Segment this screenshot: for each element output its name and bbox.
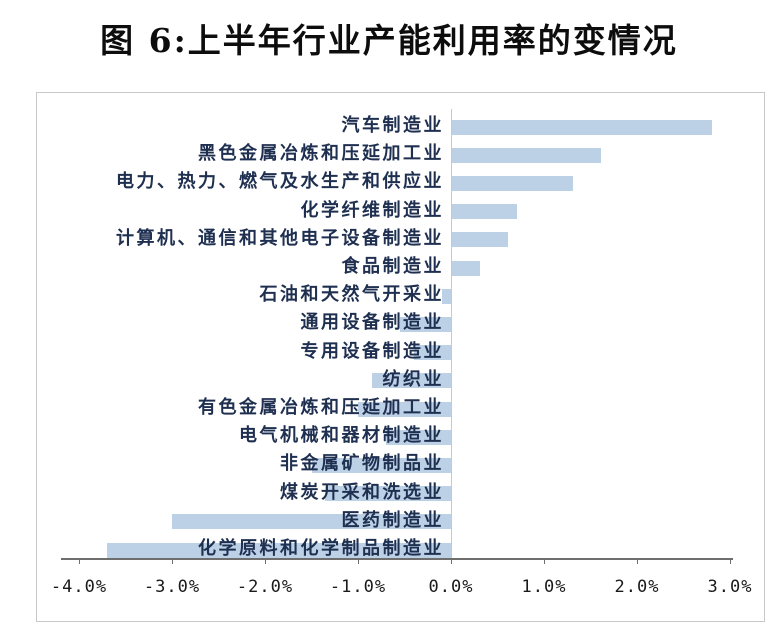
- x-axis-line: [61, 558, 733, 560]
- zero-axis-line: [451, 109, 452, 558]
- chart-panel: 汽车制造业黑色金属冶炼和压延加工业电力、热力、燃气及水生产和供应业化学纤维制造业…: [36, 92, 765, 622]
- bar: [452, 119, 713, 135]
- x-axis-tick-label: -4.0%: [50, 577, 108, 597]
- bar: [452, 260, 480, 276]
- category-label: 电气机械和器材制造业: [239, 425, 444, 447]
- bar: [358, 401, 451, 417]
- bar: [311, 457, 451, 473]
- bar: [452, 175, 573, 191]
- category-label: 黑色金属冶炼和压延加工业: [198, 143, 444, 165]
- category-label: 通用设备制造业: [300, 312, 444, 334]
- category-label: 计算机、通信和其他电子设备制造业: [116, 227, 444, 249]
- x-axis-tick-label: -1.0%: [329, 577, 387, 597]
- x-axis-tick: [79, 558, 80, 564]
- bar: [452, 232, 508, 248]
- x-axis-tick-label: 0.0%: [428, 577, 474, 597]
- bar: [172, 514, 451, 530]
- chart-title: 图 6:上半年行业产能利用率的变情况: [100, 21, 678, 60]
- x-axis-tick-label: -3.0%: [143, 577, 201, 597]
- bar: [452, 204, 518, 220]
- x-axis-tick: [172, 558, 173, 564]
- category-label: 非金属矿物制品业: [280, 453, 444, 475]
- bar: [385, 429, 451, 445]
- category-label: 石油和天然气开采业: [259, 284, 444, 306]
- x-axis-tick: [637, 558, 638, 564]
- bar: [452, 147, 601, 163]
- x-axis-tick: [730, 558, 731, 564]
- category-label: 有色金属冶炼和压延加工业: [198, 397, 444, 418]
- x-axis-tick: [544, 558, 545, 564]
- category-label: 化学纤维制造业: [300, 199, 444, 221]
- x-axis-tick: [451, 558, 452, 564]
- category-label: 专用设备制造业: [300, 340, 444, 362]
- x-axis-tick-label: 1.0%: [521, 577, 567, 597]
- category-label: 纺织业: [382, 368, 444, 390]
- bar: [106, 542, 451, 558]
- category-label: 食品制造业: [341, 256, 444, 277]
- bar: [371, 373, 451, 389]
- bar: [399, 316, 451, 332]
- x-axis-tick: [358, 558, 359, 564]
- x-axis-tick-label: 2.0%: [614, 577, 660, 597]
- bar: [413, 345, 451, 361]
- category-label: 煤炭开采和洗选业: [280, 481, 444, 503]
- x-axis-tick: [265, 558, 266, 564]
- category-label: 化学原料和化学制品制造业: [198, 538, 444, 559]
- bar: [325, 486, 451, 502]
- category-label: 医药制造业: [341, 509, 444, 531]
- category-label: 汽车制造业: [341, 115, 444, 136]
- x-axis-tick-label: 3.0%: [707, 577, 753, 597]
- category-label: 电力、热力、燃气及水生产和供应业: [116, 171, 444, 193]
- x-axis-tick-label: -2.0%: [236, 577, 294, 597]
- bar: [441, 288, 451, 304]
